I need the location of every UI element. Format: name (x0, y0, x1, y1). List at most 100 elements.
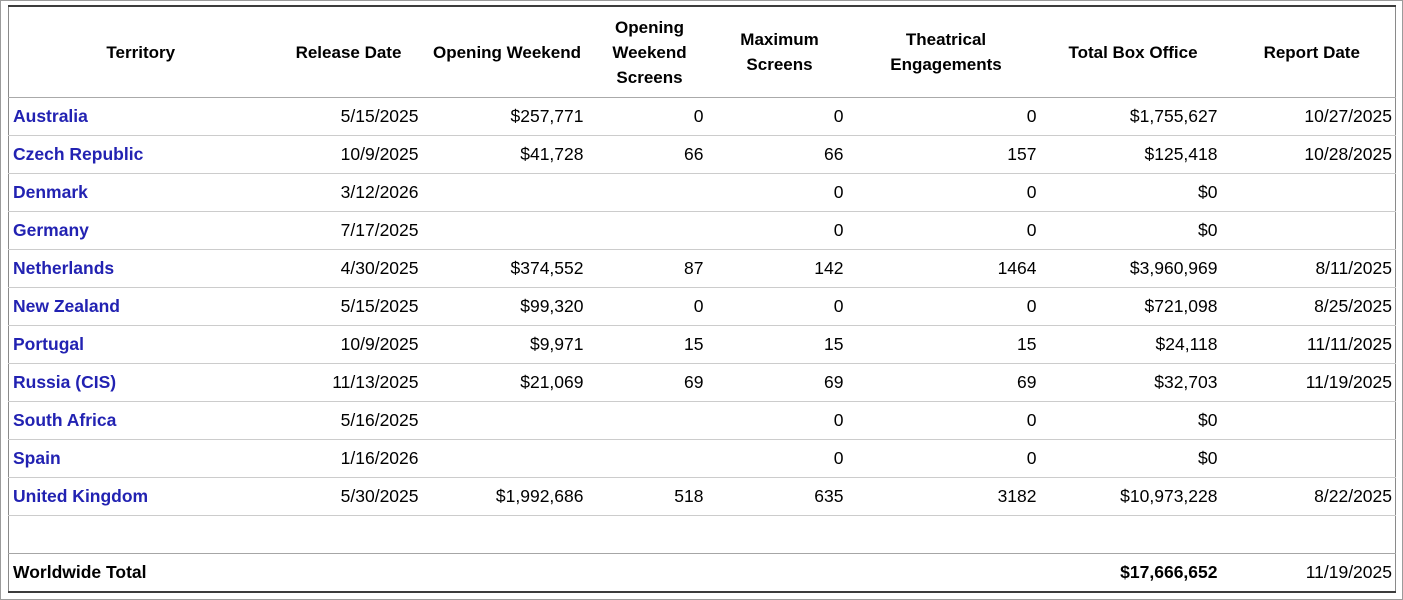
spacer-cell (850, 516, 1043, 554)
cell-maximum-screens: 635 (709, 477, 850, 516)
cell-release-date: 3/12/2026 (272, 173, 425, 212)
cell-total-box-office: $10,973,228 (1042, 477, 1224, 516)
cell-opening-weekend-screens (589, 173, 710, 212)
cell-total-box-office: $3,960,969 (1042, 249, 1224, 288)
cell-theatrical-engagements: 1464 (849, 249, 1043, 288)
cell-total-box-office: $721,098 (1042, 287, 1224, 326)
territory-link[interactable]: Czech Republic (13, 144, 144, 164)
territory-link[interactable]: Spain (13, 448, 61, 468)
cell-theatrical-engagements: 0 (849, 173, 1043, 212)
table-row: New Zealand 5/15/2025 $99,320 0 0 0 $721,098 8/… (8, 287, 1396, 326)
cell-opening-weekend-screens: 66 (589, 135, 710, 174)
territory-link[interactable]: United Kingdom (13, 486, 149, 506)
cell-theatrical-engagements: 3182 (849, 477, 1043, 516)
column-header-report-date: Report Date (1223, 6, 1396, 98)
cell-opening-weekend-screens: 15 (589, 325, 710, 364)
cell-release-date: 5/15/2025 (272, 287, 425, 326)
cell-maximum-screens: 0 (709, 97, 850, 136)
cell-territory: Australia (8, 97, 273, 136)
cell-theatrical-engagements: 0 (849, 211, 1043, 250)
cell-report-date (1223, 439, 1396, 478)
cell-maximum-screens: 69 (709, 363, 850, 402)
cell-opening-weekend: $99,320 (424, 287, 590, 326)
cell-opening-weekend-screens: 69 (589, 363, 710, 402)
cell-territory: Denmark (8, 173, 273, 212)
table-row: Spain 1/16/2026 0 0 $0 (8, 439, 1396, 478)
cell-report-date: 8/25/2025 (1223, 287, 1396, 326)
cell-total-box-office: $0 (1042, 173, 1224, 212)
territory-link[interactable]: Portugal (13, 334, 84, 354)
cell-maximum-screens: 0 (709, 211, 850, 250)
cell-theatrical-engagements: 15 (849, 325, 1043, 364)
cell-theatrical-engagements: 0 (849, 287, 1043, 326)
cell-maximum-screens: 0 (709, 401, 850, 440)
cell-opening-weekend-screens: 0 (589, 97, 710, 136)
cell-total-box-office: $24,118 (1042, 325, 1224, 364)
table-row: Netherlands 4/30/2025 $374,552 87 142 1464 $3,… (8, 249, 1396, 288)
worldwide-total-report-date: 11/19/2025 (1223, 553, 1396, 592)
cell-report-date: 11/11/2025 (1223, 325, 1396, 364)
cell-release-date: 10/9/2025 (272, 325, 425, 364)
cell-theatrical-engagements: 0 (849, 401, 1043, 440)
column-header-theatrical-engagements: Theatrical Engagements (849, 6, 1043, 98)
cell-maximum-screens: 0 (709, 173, 850, 212)
spacer-cell (1224, 516, 1396, 554)
cell-maximum-screens: 0 (709, 439, 850, 478)
territory-link[interactable]: Russia (CIS) (13, 372, 117, 392)
cell-total-box-office: $32,703 (1042, 363, 1224, 402)
territory-link[interactable]: Denmark (13, 182, 88, 202)
territory-link[interactable]: New Zealand (13, 296, 120, 316)
column-header-total-box-office: Total Box Office (1042, 6, 1224, 98)
cell-theatrical-engagements: 69 (849, 363, 1043, 402)
cell-report-date: 10/28/2025 (1223, 135, 1396, 174)
cell-opening-weekend (424, 439, 590, 478)
footer-empty-cell (849, 553, 1043, 592)
territory-link[interactable]: Netherlands (13, 258, 115, 278)
cell-territory: Czech Republic (8, 135, 273, 174)
footer-empty-cell (272, 553, 425, 592)
cell-maximum-screens: 15 (709, 325, 850, 364)
cell-territory: Germany (8, 211, 273, 250)
spacer-row (9, 516, 1396, 554)
cell-opening-weekend: $374,552 (424, 249, 590, 288)
cell-territory: Spain (8, 439, 273, 478)
cell-maximum-screens: 0 (709, 287, 850, 326)
cell-opening-weekend-screens: 0 (589, 287, 710, 326)
cell-release-date: 1/16/2026 (272, 439, 425, 478)
cell-release-date: 5/30/2025 (272, 477, 425, 516)
cell-opening-weekend-screens (589, 401, 710, 440)
cell-release-date: 5/15/2025 (272, 97, 425, 136)
cell-opening-weekend: $9,971 (424, 325, 590, 364)
territory-link[interactable]: South Africa (13, 410, 117, 430)
footer-empty-cell (424, 553, 590, 592)
cell-release-date: 11/13/2025 (272, 363, 425, 402)
cell-territory: South Africa (8, 401, 273, 440)
cell-total-box-office: $1,755,627 (1042, 97, 1224, 136)
cell-maximum-screens: 66 (709, 135, 850, 174)
table-row: South Africa 5/16/2025 0 0 $0 (8, 401, 1396, 440)
territory-link[interactable]: Germany (13, 220, 89, 240)
cell-report-date: 8/11/2025 (1223, 249, 1396, 288)
cell-total-box-office: $0 (1042, 439, 1224, 478)
table-header: Territory Release Date Opening Weekend O… (8, 6, 1396, 98)
cell-report-date: 11/19/2025 (1223, 363, 1396, 402)
cell-territory: Portugal (8, 325, 273, 364)
cell-opening-weekend: $257,771 (424, 97, 590, 136)
cell-release-date: 10/9/2025 (272, 135, 425, 174)
table-row: Portugal 10/9/2025 $9,971 15 15 15 $24,118 11/1… (8, 325, 1396, 364)
column-header-territory: Territory (8, 6, 273, 98)
spacer-cell (710, 516, 850, 554)
cell-report-date (1223, 401, 1396, 440)
cell-total-box-office: $0 (1042, 211, 1224, 250)
table-row: Australia 5/15/2025 $257,771 0 0 0 $1,755,627 1… (8, 97, 1396, 136)
column-header-release-date: Release Date (272, 6, 425, 98)
cell-report-date: 8/22/2025 (1223, 477, 1396, 516)
cell-territory: Netherlands (8, 249, 273, 288)
header-row: Territory Release Date Opening Weekend O… (8, 6, 1396, 98)
spacer-cell (590, 516, 710, 554)
territory-link[interactable]: Australia (13, 106, 88, 126)
table-body: Australia 5/15/2025 $257,771 0 0 0 $1,755,627 1… (8, 97, 1396, 554)
spacer-cell (425, 516, 590, 554)
spacer-cell (1043, 516, 1224, 554)
